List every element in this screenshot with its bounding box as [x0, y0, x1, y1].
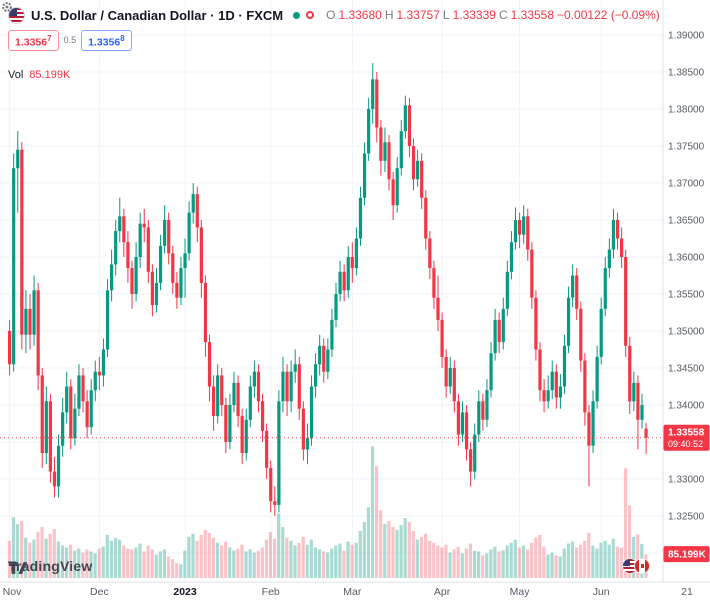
candlesticks [8, 63, 648, 516]
svg-text:1.32500: 1.32500 [668, 512, 705, 523]
ask-price: 1.3356 [88, 36, 121, 49]
time-axis[interactable]: Nov Dec 2023 Feb Mar Apr May Jun 21 [0, 581, 710, 598]
close-label: C [498, 8, 508, 22]
tradingview-logo-text: TradingView [8, 558, 93, 574]
svg-text:2023: 2023 [173, 586, 197, 598]
open-label: O [326, 8, 336, 22]
svg-text:1.38000: 1.38000 [668, 105, 705, 116]
source-dot-icon[interactable] [293, 11, 301, 19]
svg-text:21: 21 [681, 586, 693, 598]
market-status-icon[interactable] [306, 11, 315, 19]
svg-text:Dec: Dec [90, 586, 109, 598]
high-label: H [384, 8, 394, 22]
price-axis[interactable]: 1.39000 1.38500 1.38000 1.37500 1.37000 1.365… [662, 0, 705, 582]
canada-flag-icon [634, 558, 650, 574]
ask-price-sup: 8 [120, 34, 125, 43]
tradingview-logo-icon [8, 562, 28, 574]
open-value: 1.33680 [338, 8, 382, 22]
symbol-pair-flags [622, 558, 650, 574]
volume-readout: Vol 85.199K [8, 69, 660, 81]
bid-price: 1.3356 [15, 36, 48, 49]
svg-text:Jun: Jun [593, 586, 610, 598]
bid-price-sup: 7 [47, 34, 52, 43]
gear-icon[interactable] [0, 0, 14, 14]
svg-text:1.38500: 1.38500 [668, 68, 705, 79]
volume-value: 85.199K [29, 68, 71, 81]
volume-bars [7, 446, 648, 578]
volume-label: Vol [8, 68, 24, 81]
ohlc-readout: O 1.33680 H 1.33757 L 1.33339 C 1.33558 −0.0… [326, 8, 660, 22]
svg-text:1.39000: 1.39000 [668, 31, 705, 42]
svg-text:1.36000: 1.36000 [668, 253, 705, 264]
change-value: −0.00122 (−0.09%) [557, 8, 660, 22]
svg-text:1.34000: 1.34000 [668, 401, 705, 412]
chart-grid [0, 0, 662, 582]
tradingview-logo[interactable]: TradingView [8, 558, 92, 574]
chart-legend: U.S. Dollar / Canadian Dollar · 1D · FXC… [8, 6, 660, 81]
svg-text:1.35500: 1.35500 [668, 290, 705, 301]
svg-text:May: May [510, 586, 531, 598]
svg-text:Apr: Apr [434, 586, 451, 598]
low-label: L [442, 8, 450, 22]
svg-text:Feb: Feb [262, 586, 280, 598]
svg-text:1.34500: 1.34500 [668, 364, 705, 375]
bid-ask-row: 1.33567 0.5 1.33568 [8, 30, 660, 51]
buy-button[interactable]: 1.33568 [81, 30, 132, 51]
svg-text:1.37000: 1.37000 [668, 179, 705, 190]
svg-text:1.33000: 1.33000 [668, 475, 705, 486]
svg-text:1.33558: 1.33558 [668, 428, 705, 439]
svg-text:Nov: Nov [3, 586, 22, 598]
svg-text:85.199K: 85.199K [668, 550, 707, 561]
svg-text:09:40:52: 09:40:52 [668, 439, 703, 449]
close-value: 1.33558 [510, 8, 555, 22]
sell-button[interactable]: 1.33567 [8, 30, 59, 51]
high-value: 1.33757 [396, 8, 440, 22]
svg-text:1.35000: 1.35000 [668, 327, 705, 338]
symbol-flag-icon [8, 6, 25, 24]
symbol-title[interactable]: U.S. Dollar / Canadian Dollar · 1D · FXC… [31, 7, 284, 23]
spread-value: 0.5 [63, 35, 77, 46]
low-value: 1.33339 [452, 8, 496, 22]
svg-text:1.36500: 1.36500 [668, 216, 705, 227]
svg-text:Mar: Mar [343, 586, 362, 598]
svg-text:1.37500: 1.37500 [668, 142, 705, 153]
